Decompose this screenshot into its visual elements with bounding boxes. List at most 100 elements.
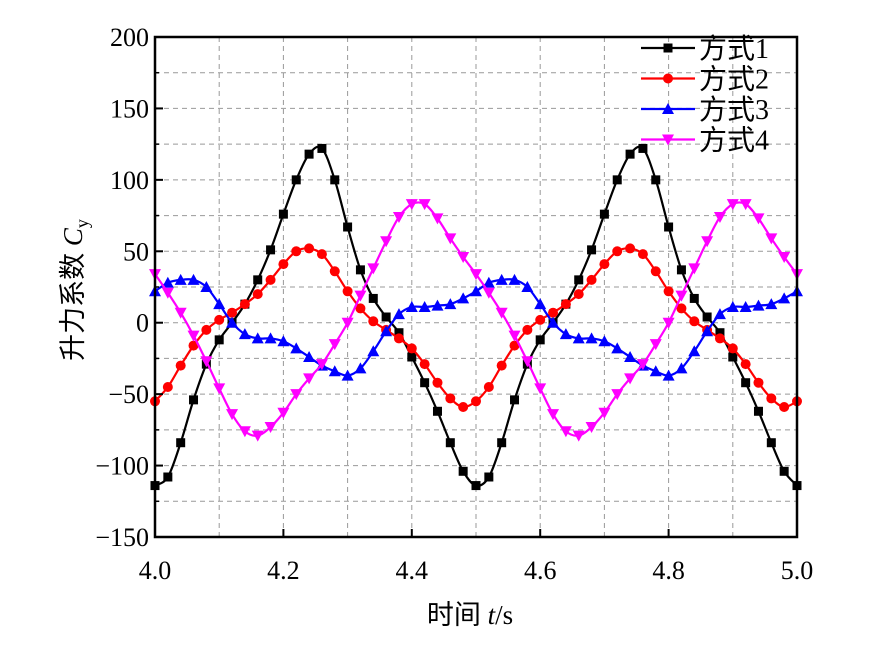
data-point-triangle-down bbox=[598, 407, 611, 419]
data-point-triangle-up bbox=[161, 276, 174, 288]
data-point-triangle-up bbox=[392, 308, 405, 320]
data-point-triangle-down bbox=[354, 290, 367, 302]
data-point-triangle-down bbox=[328, 339, 341, 351]
data-point-square bbox=[266, 245, 276, 255]
data-point-triangle-up bbox=[688, 345, 701, 357]
legend-item-1: 方式1 bbox=[641, 33, 769, 65]
data-point-triangle-down bbox=[392, 212, 405, 223]
data-point-triangle-up bbox=[739, 301, 752, 312]
data-point-square bbox=[510, 395, 520, 405]
y-label-var: C bbox=[58, 227, 88, 246]
data-point-circle bbox=[355, 303, 366, 314]
data-point-triangle-down bbox=[547, 409, 560, 421]
data-point-square bbox=[587, 245, 597, 255]
y-tick-label: −100 bbox=[95, 452, 149, 481]
data-point-square bbox=[253, 275, 263, 285]
data-point-triangle-up bbox=[611, 342, 624, 354]
data-point-triangle-down bbox=[303, 373, 316, 385]
data-point-triangle-up bbox=[713, 308, 726, 320]
y-label-prefix: 升力系数 bbox=[58, 246, 88, 361]
data-point-triangle-up bbox=[752, 299, 765, 311]
data-point-square bbox=[368, 293, 378, 303]
x-label-prefix: 时间 bbox=[427, 600, 488, 630]
data-point-triangle-up bbox=[354, 362, 367, 374]
data-point-triangle-down bbox=[405, 199, 418, 211]
data-point-triangle-up bbox=[662, 103, 674, 114]
data-point-triangle-down bbox=[290, 389, 303, 401]
data-point-triangle-up bbox=[547, 316, 560, 328]
data-point-triangle-down bbox=[611, 389, 624, 401]
data-point-triangle-up bbox=[726, 301, 739, 312]
data-point-triangle-down bbox=[187, 330, 200, 342]
data-point-square bbox=[291, 175, 301, 185]
data-point-triangle-up bbox=[765, 298, 778, 310]
x-tick-label: 5.0 bbox=[781, 556, 814, 585]
data-point-square bbox=[381, 312, 391, 322]
data-point-square bbox=[420, 378, 430, 388]
y-tick-label: 0 bbox=[136, 309, 149, 338]
data-point-circle bbox=[342, 286, 353, 297]
data-point-triangle-up bbox=[482, 276, 495, 288]
data-point-triangle-up bbox=[662, 369, 675, 381]
data-point-square bbox=[574, 275, 584, 285]
data-point-triangle-up bbox=[444, 298, 457, 310]
data-point-circle bbox=[522, 324, 533, 335]
data-point-square bbox=[689, 293, 699, 303]
data-point-triangle-down bbox=[739, 199, 752, 211]
data-point-triangle-down bbox=[264, 422, 277, 433]
x-label-suffix: /s bbox=[495, 600, 513, 630]
data-point-square bbox=[189, 395, 199, 405]
data-point-triangle-down bbox=[174, 307, 187, 319]
data-point-triangle-down bbox=[315, 359, 328, 371]
data-point-triangle-down bbox=[341, 317, 354, 329]
data-point-triangle-up bbox=[277, 335, 290, 347]
data-point-circle bbox=[548, 307, 559, 318]
data-point-triangle-down bbox=[649, 339, 662, 351]
data-point-triangle-up bbox=[418, 301, 431, 312]
data-point-triangle-up bbox=[405, 301, 418, 312]
data-point-circle bbox=[201, 324, 212, 335]
data-point-triangle-up bbox=[238, 328, 251, 340]
x-tick-label: 4.0 bbox=[139, 556, 172, 585]
data-point-triangle-up bbox=[572, 332, 585, 344]
data-point-circle bbox=[162, 382, 173, 392]
data-point-square bbox=[676, 265, 686, 275]
y-tick-label: −50 bbox=[108, 380, 149, 409]
data-point-circle bbox=[471, 396, 481, 407]
data-point-circle bbox=[316, 249, 327, 260]
data-point-circle bbox=[227, 307, 238, 318]
data-point-circle bbox=[753, 377, 764, 388]
data-point-triangle-up bbox=[251, 332, 264, 344]
data-point-circle bbox=[496, 360, 507, 371]
y-tick-label: 200 bbox=[110, 23, 149, 52]
data-point-triangle-down bbox=[701, 236, 714, 248]
data-point-triangle-up bbox=[341, 369, 354, 381]
series-layer bbox=[149, 143, 803, 491]
data-point-triangle-up bbox=[585, 332, 598, 344]
data-point-circle bbox=[419, 359, 430, 370]
data-point-triangle-down bbox=[213, 383, 226, 395]
data-point-triangle-up bbox=[778, 292, 791, 304]
data-point-square bbox=[651, 175, 661, 185]
data-point-triangle-down bbox=[765, 233, 778, 245]
data-point-triangle-down bbox=[688, 263, 701, 275]
data-point-square bbox=[304, 149, 314, 159]
data-point-triangle-down bbox=[662, 317, 675, 329]
data-point-triangle-up bbox=[431, 299, 444, 311]
data-point-square bbox=[741, 378, 751, 388]
data-point-triangle-down bbox=[559, 426, 572, 438]
data-point-circle bbox=[766, 393, 777, 404]
y-tick-label: 100 bbox=[110, 166, 149, 195]
y-tick-label: 150 bbox=[110, 94, 149, 123]
data-point-circle bbox=[535, 314, 546, 325]
y-label-sub: y bbox=[72, 219, 92, 228]
data-point-square bbox=[753, 406, 763, 416]
data-point-square bbox=[766, 438, 776, 448]
data-point-square bbox=[612, 175, 622, 185]
legend-label: 方式1 bbox=[699, 33, 769, 65]
data-point-square bbox=[330, 175, 340, 185]
data-point-circle bbox=[714, 333, 725, 344]
data-point-triangle-up bbox=[675, 362, 688, 374]
